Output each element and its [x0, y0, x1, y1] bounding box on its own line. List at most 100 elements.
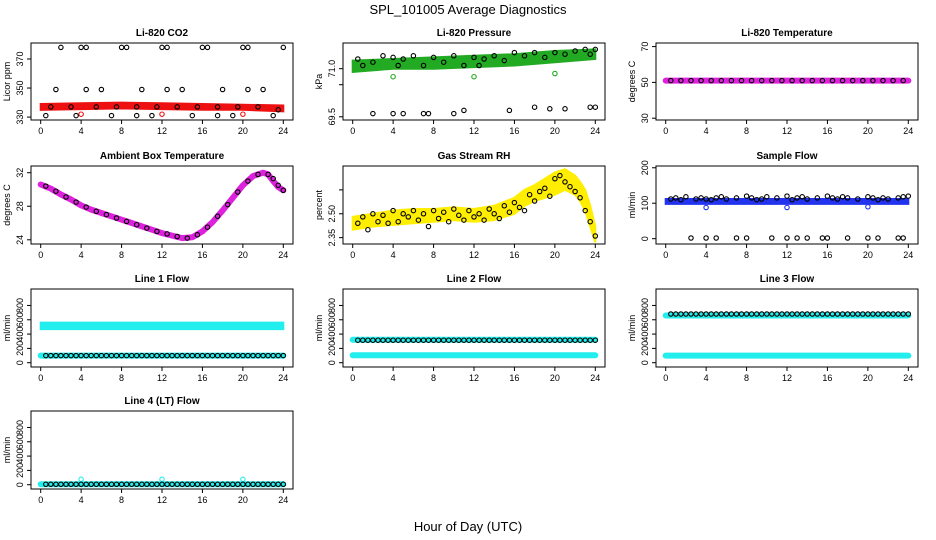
y-tick-label: 800	[640, 298, 650, 313]
y-tick-label: 69.5	[327, 108, 337, 126]
panel-title: Line 2 Flow	[447, 274, 502, 285]
data-point	[164, 231, 170, 237]
y-tick-label: 600	[15, 312, 25, 327]
data-point	[235, 189, 241, 195]
data-point	[552, 49, 558, 56]
x-tick-label: 16	[822, 126, 832, 136]
data-point	[769, 311, 775, 317]
data-point	[456, 337, 462, 343]
data-point	[526, 337, 533, 343]
data-point	[214, 481, 221, 488]
data-point	[875, 311, 881, 317]
data-point	[506, 107, 513, 114]
band-area	[351, 48, 597, 73]
data-point	[789, 311, 795, 317]
data-point	[280, 481, 287, 488]
data-point	[440, 59, 447, 65]
data-point	[688, 311, 694, 317]
data-point	[58, 44, 64, 51]
data-point	[250, 481, 256, 488]
data-point	[748, 311, 755, 317]
data-point	[98, 352, 105, 359]
data-point	[123, 481, 130, 488]
y-tick-label: 200	[640, 160, 650, 175]
data-point	[144, 481, 150, 488]
data-point	[435, 337, 442, 343]
y-axis-label: kPa	[314, 74, 324, 90]
data-point	[855, 311, 861, 317]
data-point	[552, 175, 558, 182]
data-point	[194, 481, 201, 488]
data-point	[511, 199, 518, 206]
data-point	[265, 171, 271, 178]
data-point	[491, 337, 497, 343]
data-point	[794, 311, 800, 317]
data-point	[245, 178, 251, 184]
x-tick-label: 8	[431, 250, 436, 260]
x-tick-label: 16	[822, 250, 832, 260]
series-box-temp-samples	[43, 171, 287, 241]
data-point	[784, 193, 790, 199]
data-point	[461, 62, 467, 69]
data-point	[214, 352, 221, 359]
data-point	[174, 481, 180, 488]
data-point	[365, 337, 371, 343]
data-point	[703, 235, 709, 241]
data-point	[280, 187, 287, 194]
data-point	[723, 311, 730, 317]
data-point	[738, 77, 745, 84]
y-tick-label: 100	[640, 196, 650, 211]
x-tick-label: 16	[509, 126, 519, 136]
data-point	[890, 311, 896, 317]
data-point	[491, 53, 497, 59]
data-point	[154, 352, 160, 359]
data-point	[789, 77, 795, 84]
data-point	[48, 352, 54, 359]
x-tick-label: 20	[550, 126, 560, 136]
data-point	[58, 352, 64, 359]
data-point	[219, 352, 226, 359]
data-point	[159, 111, 165, 117]
data-point	[865, 235, 871, 241]
data-point	[779, 77, 785, 84]
data-point	[139, 352, 145, 359]
data-point	[592, 337, 599, 343]
data-point	[270, 175, 276, 182]
data-point	[169, 481, 175, 488]
data-point	[774, 311, 780, 317]
x-tick-label: 0	[350, 373, 355, 383]
data-point	[78, 111, 84, 117]
data-point	[536, 188, 543, 195]
data-point	[451, 206, 457, 212]
data-point	[415, 217, 422, 223]
x-tick-label: 20	[550, 373, 560, 383]
data-point	[123, 352, 130, 359]
series-co2-outliers	[78, 111, 246, 117]
x-tick-label: 16	[197, 495, 207, 505]
data-point	[547, 193, 553, 199]
data-point	[355, 220, 361, 227]
x-tick-label: 20	[863, 373, 873, 383]
x-tick-label: 8	[431, 373, 436, 383]
data-point	[370, 59, 376, 65]
data-point	[582, 337, 588, 343]
data-point	[265, 481, 271, 488]
data-point	[880, 77, 886, 84]
chart-panel-8: Line 2 Flow 0 4 8 12 16 20 24 0 200400600800ml/mi…	[314, 274, 606, 383]
data-point	[214, 213, 221, 220]
data-point	[133, 221, 140, 228]
data-point	[48, 481, 54, 488]
y-tick-label: 370	[15, 51, 25, 66]
data-point	[189, 112, 196, 119]
data-point	[733, 311, 740, 317]
data-point	[582, 46, 588, 53]
data-point	[410, 207, 417, 214]
y-axis-label: ml/min	[627, 315, 637, 342]
y-tick-label: 70	[640, 42, 650, 52]
series-line4-outliers	[78, 476, 246, 483]
data-point	[260, 481, 266, 488]
x-tick-label: 4	[704, 373, 709, 383]
data-point	[204, 224, 211, 230]
data-point	[531, 49, 538, 56]
